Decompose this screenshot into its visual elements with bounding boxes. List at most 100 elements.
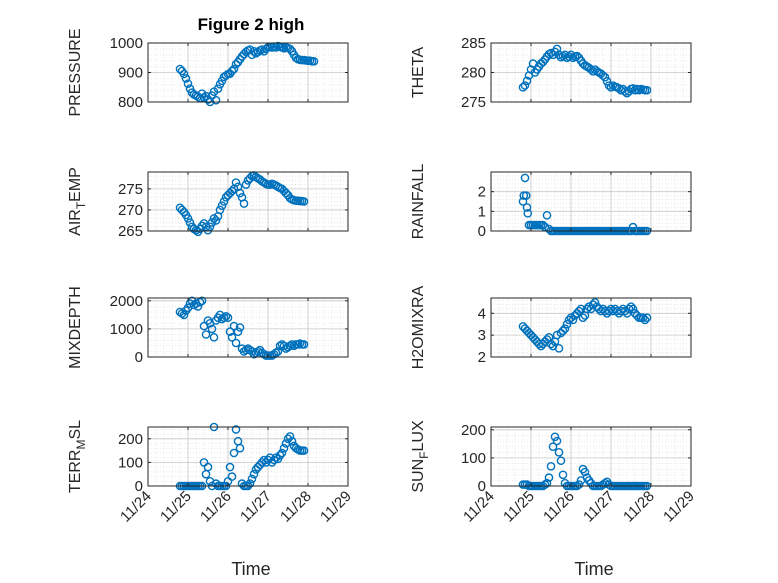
panel-8-point	[580, 467, 590, 477]
panel-7-point	[229, 448, 239, 458]
panel-8-ylabel-main: SUN	[410, 459, 427, 493]
panel-7-ylabel: TERRMSL	[67, 420, 88, 493]
panel-8-point	[604, 480, 614, 489]
panel-6-point	[582, 304, 592, 314]
panel-4-point	[522, 203, 532, 212]
x-axis-label-left: Time	[231, 559, 270, 579]
panel-5-point	[299, 340, 309, 349]
panel-2-point	[642, 85, 652, 95]
panel-6-point	[642, 313, 652, 323]
panel-8-point	[548, 442, 558, 452]
panel-1-point	[181, 74, 191, 83]
panel-1-point	[285, 44, 295, 54]
panel-6-point	[640, 315, 650, 325]
panel-2: 275 280 285 THETA	[410, 35, 692, 111]
panel-1-point	[179, 69, 189, 79]
panel-2-point	[602, 77, 612, 86]
panel-7-point	[247, 474, 257, 484]
panel-4-point	[542, 210, 552, 220]
panel-7-ytick-label: 100	[118, 454, 143, 471]
panel-3-point	[299, 197, 309, 206]
panel-1-point	[199, 93, 209, 102]
panel-7-point	[285, 432, 295, 441]
panel-2-ylabel-main: THETA	[410, 47, 427, 99]
panel-2-point	[546, 48, 556, 58]
panel-7-ytick-label: 200	[118, 431, 143, 448]
panel-5-point	[223, 313, 233, 323]
panel-8-ylabel: SUNFLUX	[410, 420, 431, 493]
panel-7-axes-box	[147, 426, 349, 487]
panel-7-point	[245, 479, 255, 488]
panel-2-point	[538, 57, 548, 67]
panel-6-point	[578, 313, 588, 323]
panel-5-ytick-label: 2000	[110, 293, 143, 310]
panel-5-point	[179, 310, 189, 320]
panel-2-point	[520, 81, 530, 90]
panel-1-point	[213, 84, 223, 93]
panel-5-point	[209, 332, 219, 342]
panel-7-point	[279, 443, 289, 453]
panel-6-point	[560, 324, 570, 333]
panel-2-point	[600, 72, 610, 82]
panel-6-point	[626, 302, 636, 312]
panel-5-ytick-label: 0	[135, 349, 143, 366]
panel-6-point	[564, 315, 574, 325]
panel-3: 265 270 275 AIRTEMP	[67, 167, 349, 240]
panel-5-point	[285, 341, 295, 351]
panel-1: 800 900 1000 PRESSURE	[67, 28, 349, 117]
panel-4-point	[520, 173, 530, 183]
figure-title: Figure 2 high	[198, 15, 305, 34]
panel-5-point	[231, 338, 241, 348]
panel-5-point	[207, 324, 217, 334]
panel-4: 0 1 2 RAINFALL	[410, 164, 692, 240]
panel-4-ylabel: RAINFALL	[410, 164, 427, 240]
panel-1-ytick-label: 800	[118, 94, 143, 111]
panel-3-axes-box	[147, 171, 349, 232]
panel-5-point	[219, 313, 229, 323]
panel-4-point	[523, 208, 533, 218]
panel-2-point	[554, 50, 564, 60]
panel-8-point	[556, 456, 566, 466]
panel-6-point	[568, 315, 578, 325]
panel-8-point	[558, 470, 568, 480]
panel-1-point	[309, 57, 319, 66]
panel-6-point	[554, 343, 564, 353]
panel-7-ylabel-post: SL	[67, 420, 84, 440]
panel-6-ytick-label: 4	[478, 305, 486, 322]
panel-3-ytick-label: 270	[118, 202, 143, 219]
panel-5-point	[235, 323, 245, 332]
panel-7-point	[235, 443, 245, 453]
panel-2-ytick-label: 280	[461, 65, 486, 82]
panel-6-point	[622, 308, 632, 318]
panel-2-point	[518, 83, 528, 92]
panel-3-point	[211, 216, 221, 225]
panel-8-point	[540, 480, 550, 489]
panel-7-point	[231, 425, 241, 434]
panel-1-ytick-label: 1000	[110, 35, 143, 52]
panel-7-ylabel-sub: M	[74, 440, 88, 450]
panel-3-point	[205, 222, 215, 232]
panel-7-point	[227, 472, 237, 481]
panel-6-point	[576, 304, 586, 314]
panel-5: 0 1000 2000 MIXDEPTH	[67, 286, 349, 369]
panel-3-point	[241, 180, 251, 189]
panel-5-point	[271, 348, 281, 358]
panel-3-ylabel: AIRTEMP	[67, 167, 88, 236]
panel-3-ylabel-sub: T	[74, 201, 88, 209]
panel-6-point	[574, 306, 584, 316]
panel-8-ytick-label: 200	[461, 422, 486, 439]
panel-1-point	[227, 66, 237, 76]
panel-7-point	[277, 448, 287, 458]
panel-8-point	[574, 480, 584, 489]
x-axis-label-right: Time	[574, 559, 613, 579]
panel-1-point	[271, 43, 281, 52]
panel-3-point	[227, 186, 237, 196]
panel-7-point	[249, 469, 259, 479]
panel-6-point	[624, 304, 634, 314]
panel-4-ytick-label: 1	[478, 203, 486, 220]
panel-3-point	[185, 218, 195, 227]
panel-2-point	[552, 44, 562, 54]
panel-3-ylabel-main: AIR	[67, 209, 84, 236]
panel-1-point	[183, 79, 193, 88]
panel-2-ylabel: THETA	[410, 47, 427, 99]
